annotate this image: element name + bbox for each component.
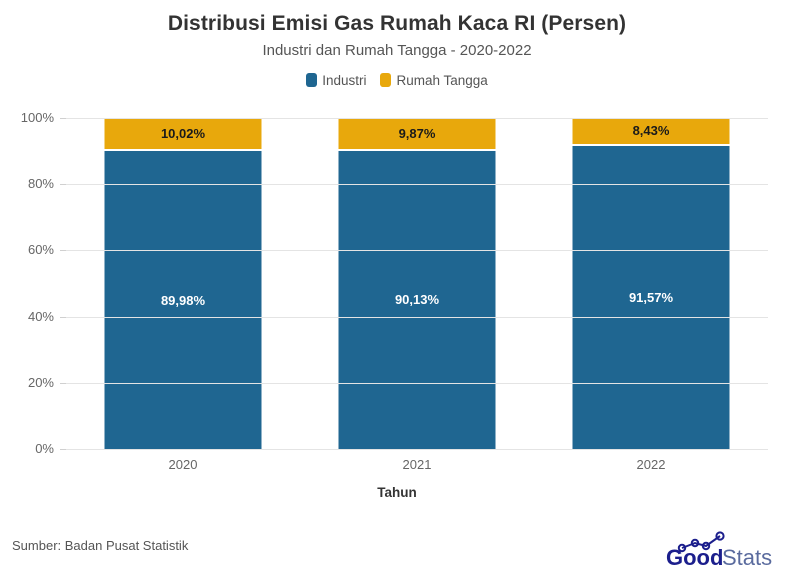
gridline	[66, 118, 768, 119]
bar-segment-rumah-tangga[interactable]: 8,43%	[572, 118, 730, 146]
bar-value-label: 91,57%	[628, 289, 674, 305]
bar-group: 10,02% 89,98% 2020 9,87% 90,13% 2021 8,43% 91,5…	[66, 118, 768, 472]
bar-value-label: 89,98%	[160, 292, 206, 308]
bar-value-label: 10,02%	[160, 126, 206, 142]
gridline	[66, 184, 768, 186]
goodstats-logo: Good Stats	[660, 530, 780, 570]
bar-segment-rumah-tangga[interactable]: 10,02%	[104, 118, 262, 152]
y-axis-label: 0%	[35, 441, 54, 456]
chart-subtitle: Industri dan Rumah Tangga - 2020-2022	[262, 42, 532, 59]
bar-segment-industri[interactable]: 91,57%	[572, 145, 730, 449]
stacked-bar[interactable]: 9,87% 90,13%	[338, 118, 496, 449]
x-axis-label: 2020	[168, 457, 198, 472]
y-axis-label: 100%	[20, 110, 54, 125]
bar-slot: 10,02% 89,98% 2020	[66, 118, 300, 472]
legend-label: Rumah Tangga	[396, 72, 488, 88]
legend-label: Industri	[322, 72, 367, 88]
chart-title: Distribusi Emisi Gas Rumah Kaca RI (Pers…	[167, 12, 627, 35]
stacked-bar[interactable]: 10,02% 89,98%	[104, 118, 262, 449]
gridline	[66, 316, 768, 318]
legend-item-industri[interactable]: Industri	[306, 73, 366, 88]
bar-value-label: 9,87%	[398, 125, 436, 141]
gridline	[66, 250, 768, 252]
y-axis-tick	[60, 449, 66, 450]
bar-value-label: 8,43%	[632, 123, 670, 139]
gridline	[66, 382, 768, 384]
bar-slot: 9,87% 90,13% 2021	[300, 118, 534, 472]
logo-chart-motif	[677, 531, 725, 553]
bar-segment-industri[interactable]: 90,13%	[338, 150, 496, 449]
chart-header: Distribusi Emisi Gas Rumah Kaca RI (Pers…	[0, 0, 794, 63]
y-axis-label: 80%	[27, 176, 54, 192]
bar-segment-industri[interactable]: 89,98%	[104, 151, 262, 449]
goodstats-logo-icon: Good Stats	[666, 531, 772, 570]
y-axis-label: 20%	[27, 374, 54, 390]
chart-legend: Industri Rumah Tangga	[0, 70, 794, 90]
plot-area: 10,02% 89,98% 2020 9,87% 90,13% 2021 8,43% 91,5…	[21, 110, 768, 472]
x-axis-label: 2022	[636, 457, 666, 472]
logo-text-primary: Good	[666, 545, 723, 570]
logo-text-secondary: Stats	[722, 545, 772, 570]
x-axis-label: 2021	[402, 457, 432, 472]
bar-value-label: 90,13%	[394, 292, 440, 308]
y-axis-tick	[60, 118, 66, 119]
bar-slot: 8,43% 91,57% 2022	[534, 118, 768, 472]
legend-swatch-icon	[380, 73, 392, 87]
legend-item-rumah-tangga[interactable]: Rumah Tangga	[380, 72, 488, 88]
gridline	[66, 449, 768, 450]
y-axis-label: 40%	[27, 308, 54, 324]
chart-plot: 10,02% 89,98% 2020 9,87% 90,13% 2021 8,43% 91,5…	[0, 110, 794, 472]
source-note: Sumber: Badan Pusat Statistik	[12, 538, 189, 553]
bar-segment-rumah-tangga[interactable]: 9,87%	[338, 118, 496, 151]
y-axis-tick	[60, 382, 66, 384]
x-axis-title: Tahun	[377, 485, 417, 500]
stacked-bar[interactable]: 8,43% 91,57%	[572, 118, 730, 449]
y-axis-tick	[60, 250, 66, 252]
y-axis-tick	[60, 184, 66, 186]
legend-swatch-icon	[306, 73, 318, 87]
y-axis-tick	[60, 316, 66, 318]
y-axis-label: 60%	[27, 242, 54, 258]
